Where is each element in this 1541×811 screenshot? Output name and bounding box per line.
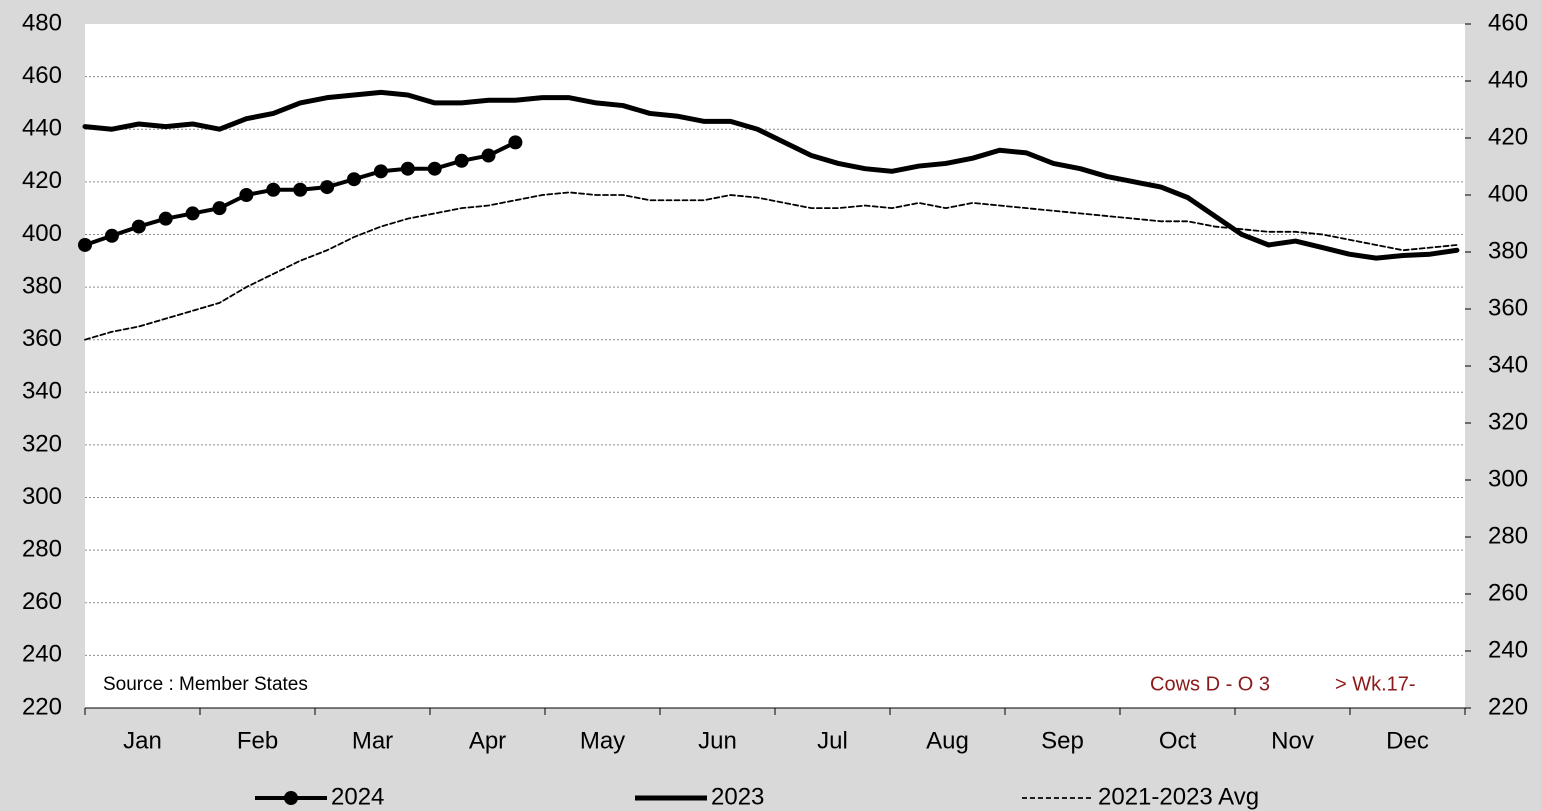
y2-tick-label: 440 [1488,66,1528,93]
x-tick-label: May [580,727,625,754]
data-point [78,237,92,252]
y2-tick-label: 240 [1488,636,1528,663]
y-tick-label: 240 [22,641,62,668]
data-point [481,148,496,163]
x-tick-label: Feb [237,727,278,754]
y-tick-label: 440 [22,115,62,142]
x-tick-label: Jun [698,727,737,754]
y2-tick-label: 400 [1488,180,1528,207]
data-point [131,219,146,234]
annotation: Source : Member States [103,674,308,695]
series-line [82,89,1460,261]
data-point [427,161,442,176]
data-point [508,135,523,150]
y2-tick-label: 220 [1488,693,1528,720]
y-tick-label: 400 [22,220,62,247]
y2-tick-label: 320 [1488,408,1528,435]
y-tick-label: 320 [22,430,62,457]
x-tick-label: Apr [469,727,506,754]
legend-marker [284,791,298,805]
y2-tick-label: 460 [1488,9,1528,36]
data-point [454,153,469,168]
data-point [104,228,119,243]
x-tick-label: Nov [1271,727,1314,754]
x-tick-label: Jan [123,727,162,754]
annotation: > Wk.17- [1335,673,1416,695]
y2-tick-label: 260 [1488,579,1528,606]
legend-label: 2023 [711,783,764,810]
legend-label: 2024 [331,783,384,810]
y-tick-label: 360 [22,325,62,352]
data-point [212,201,227,216]
data-point [373,164,388,179]
y2-tick-label: 360 [1488,294,1528,321]
y2-tick-label: 420 [1488,123,1528,150]
legend-label: 2021-2023 Avg [1098,783,1259,810]
x-tick-label: Aug [926,727,969,754]
data-point [239,188,254,202]
x-tick-label: Mar [352,727,393,754]
y-tick-label: 280 [22,535,62,562]
y-tick-label: 220 [22,693,62,720]
y-tick-label: 480 [22,9,62,36]
y-tick-label: 260 [22,588,62,615]
annotation: Cows D - O 3 [1150,673,1270,695]
data-point [266,182,281,197]
y2-tick-label: 380 [1488,237,1528,264]
y-tick-label: 460 [22,62,62,89]
y2-tick-label: 300 [1488,465,1528,492]
series-line [84,191,1458,341]
data-point [158,211,173,226]
x-tick-label: Jul [817,727,848,754]
y-tick-label: 300 [22,483,62,510]
y2-tick-label: 280 [1488,522,1528,549]
data-point [293,182,308,197]
data-point [320,180,335,195]
x-tick-label: Dec [1386,727,1429,754]
y2-tick-label: 340 [1488,351,1528,378]
data-point [185,206,200,221]
x-tick-label: Sep [1041,727,1084,754]
y-tick-label: 340 [22,378,62,405]
x-tick-label: Oct [1159,727,1197,754]
y-tick-label: 420 [22,167,62,194]
plot-area [85,24,1465,708]
data-point [400,161,415,176]
data-point [347,172,362,187]
y-tick-label: 380 [22,272,62,299]
